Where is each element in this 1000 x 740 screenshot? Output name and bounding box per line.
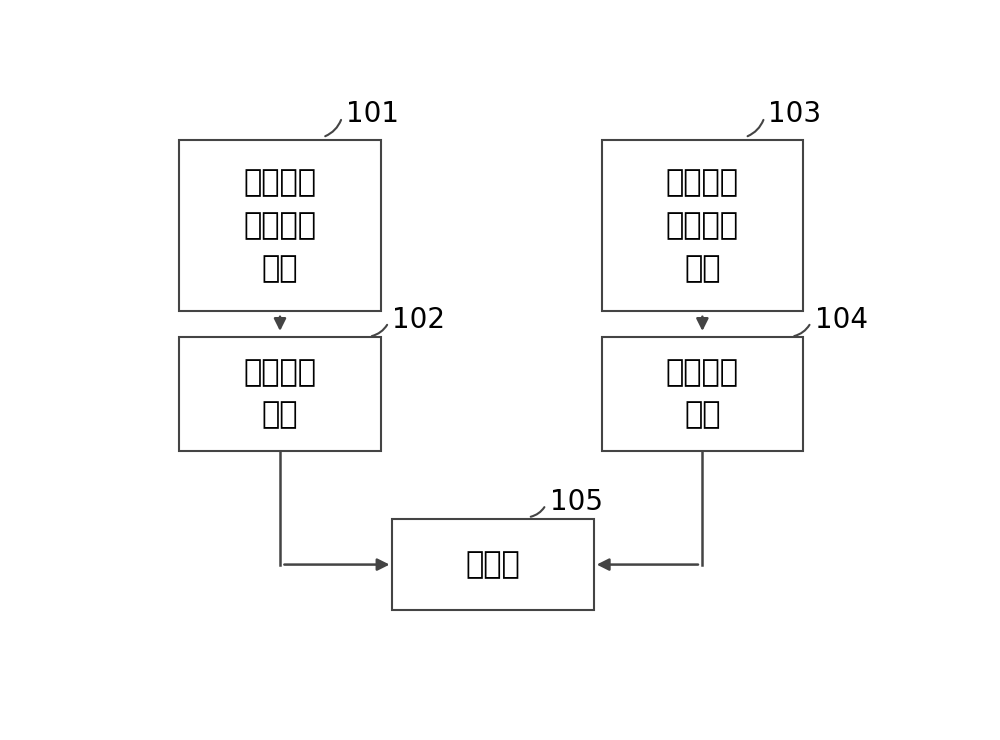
FancyBboxPatch shape	[179, 337, 381, 451]
Text: 103: 103	[768, 101, 821, 129]
FancyBboxPatch shape	[179, 140, 381, 311]
Text: 油位监控
设备: 油位监控 设备	[244, 357, 316, 429]
FancyBboxPatch shape	[602, 337, 803, 451]
Text: 油位拍摄
指令生成
模块: 油位拍摄 指令生成 模块	[244, 168, 316, 283]
FancyBboxPatch shape	[602, 140, 803, 311]
Text: 油温监控
设备: 油温监控 设备	[666, 357, 739, 429]
Text: 服务器: 服务器	[466, 550, 520, 579]
FancyBboxPatch shape	[392, 519, 594, 610]
Text: 油温采集
指令生成
模块: 油温采集 指令生成 模块	[666, 168, 739, 283]
Text: 105: 105	[550, 488, 603, 516]
Text: 101: 101	[346, 101, 399, 129]
Text: 102: 102	[392, 306, 445, 334]
Text: 104: 104	[815, 306, 868, 334]
